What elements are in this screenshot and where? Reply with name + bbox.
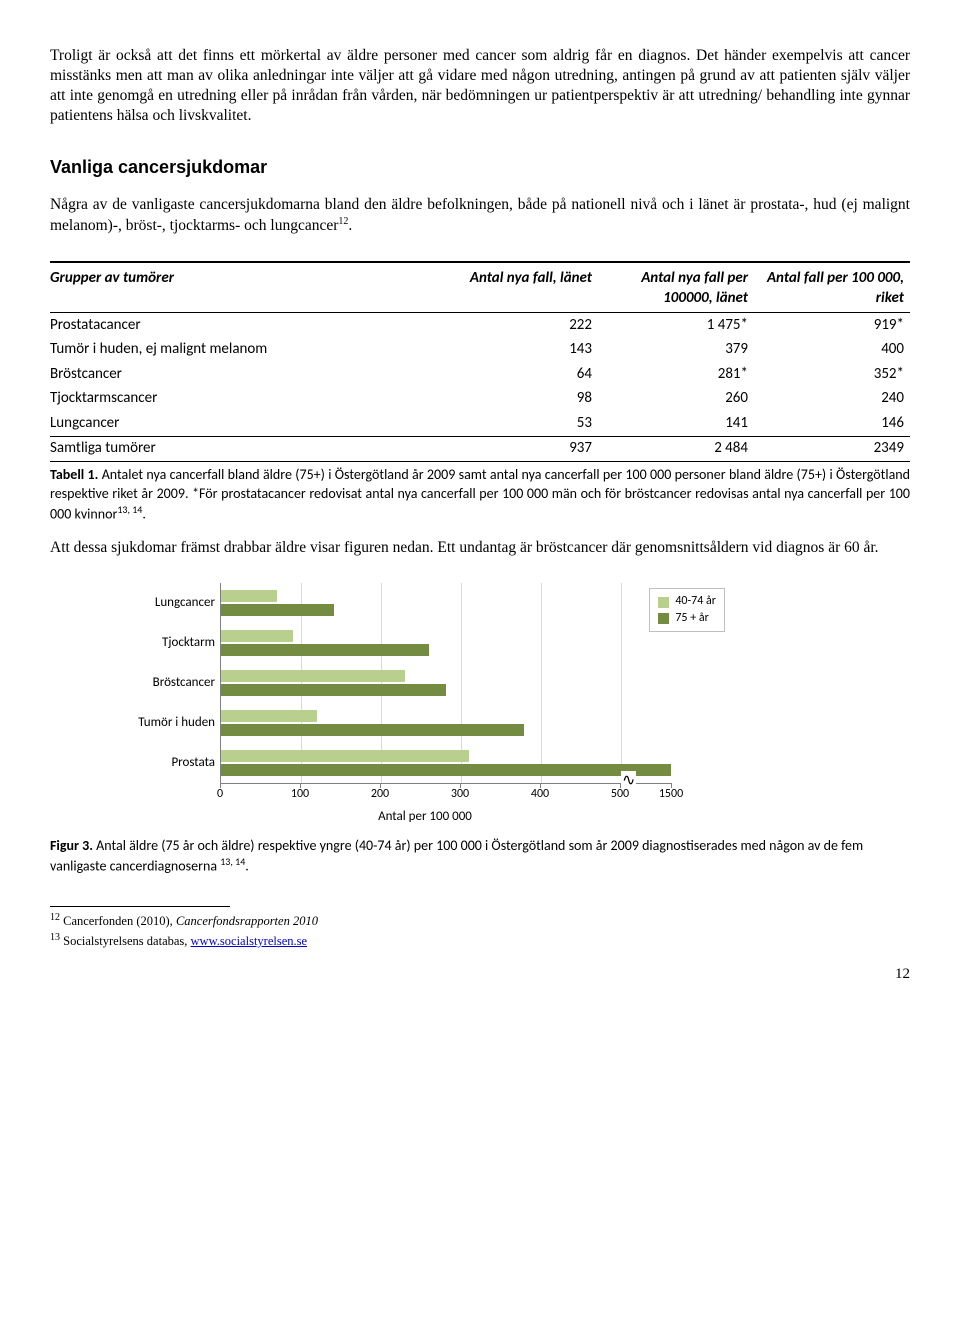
legend-label: 40-74 år [675, 594, 716, 610]
cell: 222 [452, 313, 598, 338]
cell: Bröstcancer [50, 362, 452, 387]
x-tick-label: 500 [611, 787, 629, 803]
cell: 53 [452, 411, 598, 436]
footnote-italic: Cancerfondsrapporten 2010 [176, 914, 318, 928]
cell: 141 [598, 411, 754, 436]
cell: 143 [452, 338, 598, 363]
legend-swatch-icon [658, 597, 669, 608]
cancer-table: Grupper av tumörer Antal nya fall, länet… [50, 261, 910, 462]
table-caption-a: Antalet nya cancerfall bland äldre (75+)… [50, 466, 910, 522]
cell: 2349 [754, 436, 910, 462]
table-row: Lungcancer53141146 [50, 411, 910, 436]
data-table-wrap: Grupper av tumörer Antal nya fall, länet… [50, 261, 910, 462]
cell: 64 [452, 362, 598, 387]
footnote-link[interactable]: www.socialstyrelsen.se [191, 934, 308, 948]
legend-label: 75 + år [675, 611, 709, 627]
section-paragraph: Några av de vanligaste cancersjukdomarna… [50, 195, 910, 236]
x-tick-label: 200 [371, 787, 389, 803]
intro-paragraph: Troligt är också att det finns ett mörke… [50, 46, 910, 127]
footnote-rule [50, 906, 230, 907]
th-0: Grupper av tumörer [50, 262, 452, 313]
cell: 937 [452, 436, 598, 462]
chart-legend: 40-74 år 75 + år [649, 588, 725, 632]
bar [221, 750, 469, 762]
x-tick-label: 100 [291, 787, 309, 803]
x-tick-label: 0 [217, 787, 223, 803]
category-label: Lungcancer [125, 595, 215, 612]
legend-item: 40-74 år [658, 594, 716, 610]
bar [221, 604, 334, 616]
figure-caption-a: Antal äldre (75 år och äldre) respektive… [50, 837, 863, 875]
category-label: Tumör i huden [125, 715, 215, 732]
cell: Prostatacancer [50, 313, 452, 338]
cell: 379 [598, 338, 754, 363]
bar [221, 590, 277, 602]
category-label: Tjocktarm [125, 635, 215, 652]
table-row-total: Samtliga tumörer9372 4842349 [50, 436, 910, 462]
th-3: Antal fall per 100 000, riket [754, 262, 910, 313]
cell: Samtliga tumörer [50, 436, 452, 462]
cell: 400 [754, 338, 910, 363]
bar [221, 630, 293, 642]
table-row: Tumör i huden, ej malignt melanom1433794… [50, 338, 910, 363]
cancer-bar-chart: ∿ 40-74 år 75 + år Antal per 100 000 010… [125, 573, 725, 833]
bar [221, 710, 317, 722]
plot-area [220, 583, 621, 784]
cell: 98 [452, 387, 598, 412]
mid-paragraph: Att dessa sjukdomar främst drabbar äldre… [50, 538, 910, 558]
figure-caption: Figur 3. Antal äldre (75 år och äldre) r… [50, 837, 910, 876]
th-2: Antal nya fall per 100000, länet [598, 262, 754, 313]
figure-caption-bold: Figur 3. [50, 837, 93, 854]
section-p1-sup: 12 [338, 216, 348, 227]
cell: Tjocktarmscancer [50, 387, 452, 412]
cell: 240 [754, 387, 910, 412]
legend-item: 75 + år [658, 611, 716, 627]
legend-swatch-icon [658, 613, 669, 624]
category-label: Bröstcancer [125, 675, 215, 692]
cell: 260 [598, 387, 754, 412]
cell: 919* [754, 313, 910, 338]
table-row: Bröstcancer64281*352* [50, 362, 910, 387]
section-p1-b: . [348, 217, 352, 234]
cell: 2 484 [598, 436, 754, 462]
bar [221, 670, 405, 682]
footnote-12: 12 Cancerfonden (2010), Cancerfondsrappo… [50, 911, 910, 929]
cell: 281* [598, 362, 754, 387]
figure-caption-b: . [245, 858, 249, 875]
cell: 1 475* [598, 313, 754, 338]
x-tick-label: 400 [531, 787, 549, 803]
bar [221, 724, 524, 736]
x-tick-label: 300 [451, 787, 469, 803]
category-label: Prostata [125, 755, 215, 772]
footnote-13: 13 Socialstyrelsens databas, www.socials… [50, 931, 910, 949]
section-p1-a: Några av de vanligaste cancersjukdomarna… [50, 196, 910, 234]
table-row: Prostatacancer2221 475*919* [50, 313, 910, 338]
cell: Lungcancer [50, 411, 452, 436]
figure-caption-sup: 13, 14 [220, 855, 245, 868]
footnote-text: Socialstyrelsens databas, [60, 934, 191, 948]
table-caption-bold: Tabell 1. [50, 466, 98, 483]
cell: Tumör i huden, ej malignt melanom [50, 338, 452, 363]
footnote-text: Cancerfonden (2010), [60, 914, 176, 928]
table-row: Tjocktarmscancer98260240 [50, 387, 910, 412]
bar [221, 644, 429, 656]
section-heading: Vanliga cancersjukdomar [50, 156, 910, 179]
bar [221, 684, 446, 696]
bar [221, 764, 671, 776]
cell: 352* [754, 362, 910, 387]
table-caption: Tabell 1. Antalet nya cancerfall bland ä… [50, 466, 910, 523]
table-caption-b: . [142, 505, 146, 522]
x-tick-label: 1500 [659, 787, 683, 803]
x-axis-label: Antal per 100 000 [125, 809, 725, 826]
page-number: 12 [50, 965, 910, 985]
th-1: Antal nya fall, länet [452, 262, 598, 313]
table-caption-sup: 13, 14 [117, 503, 142, 516]
cell: 146 [754, 411, 910, 436]
